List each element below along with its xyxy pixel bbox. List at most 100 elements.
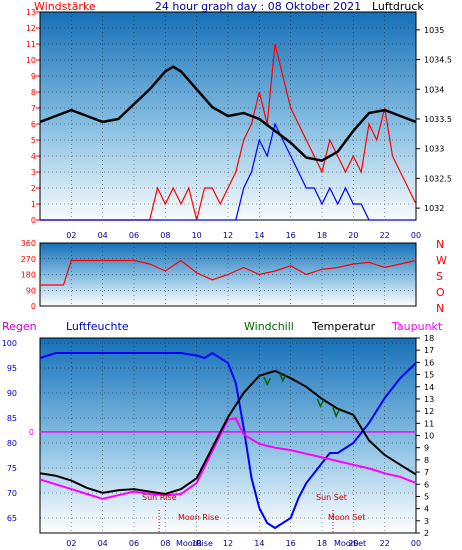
temperature-y-tick-label: 18 (424, 334, 434, 343)
bottom-x-tick-label: 10 (192, 539, 202, 548)
humidity-y-tick-label: 65 (7, 514, 17, 523)
pressure-axis-title: Luftdruck (372, 0, 424, 13)
direction-y-tick-label: 90 (26, 286, 36, 295)
direction-y-tick-label: 0 (31, 302, 36, 311)
wind-y-tick-label: 8 (31, 88, 36, 97)
moon-rise-label: Moon Rise (178, 513, 219, 522)
wind-y-tick-label: 9 (31, 72, 36, 81)
temperature-y-tick-label: 6 (424, 480, 429, 489)
top-x-tick-label: 18 (317, 231, 327, 240)
wind-axis-title: Windstärke (34, 0, 96, 13)
compass-n-bottom: N (436, 302, 444, 315)
temperature-label: Temperatur (311, 320, 376, 333)
top-series (39, 43, 417, 221)
wind-y-tick-label: 1 (31, 200, 36, 209)
bottom-x-tick-label: 22 (380, 539, 390, 548)
pressure-y-tick-label: 1033.5 (424, 115, 452, 124)
wind-y-tick-label: 11 (26, 40, 36, 49)
wind-direction-series (40, 259, 417, 286)
humidity-y-tick-label: 70 (7, 489, 17, 498)
top-panel (40, 12, 416, 226)
wind-y-tick-label: 4 (31, 152, 36, 161)
top-x-tick-label: 22 (380, 231, 390, 240)
temperature-y-tick-label: 12 (424, 407, 434, 416)
humidity-y-tick-label: 75 (7, 464, 17, 473)
compass-w: W (436, 254, 447, 267)
temperature-y-tick-label: 16 (424, 358, 434, 367)
wind-y-tick-label: 3 (31, 168, 36, 177)
windchill-series (279, 373, 287, 383)
top-x-tick-label: 06 (129, 231, 139, 240)
temperature-y-tick-label: 7 (424, 468, 429, 477)
compass-n-top: N (436, 238, 444, 251)
top-axes: 01234567891011121310321032.510331033.510… (26, 8, 452, 240)
temperature-y-tick-label: 9 (424, 444, 429, 453)
direction-y-tick-label: 270 (21, 255, 36, 264)
dewpoint-label: Taupunkt (391, 320, 443, 333)
humidity-y-tick-label: 90 (7, 389, 17, 398)
top-x-tick-label: 20 (348, 231, 358, 240)
wind-y-tick-label: 5 (31, 136, 36, 145)
temperature-y-tick-label: 2 (424, 529, 429, 538)
humidity-label: Luftfeuchte (66, 320, 129, 333)
humidity-y-tick-label: 80 (7, 439, 17, 448)
temperature-y-tick-label: 4 (424, 505, 429, 514)
top-x-tick-label: 08 (160, 231, 170, 240)
sun-set-label: Sun Set (316, 493, 347, 502)
windchill-label: Windchill (244, 320, 294, 333)
top-x-tick-label: 04 (98, 231, 108, 240)
top-x-tick-label: 14 (254, 231, 264, 240)
pressure-y-tick-label: 1032.5 (424, 174, 452, 183)
moon-set-label: Moon Set (328, 513, 365, 522)
moon-set-axis-label-2: Set (353, 539, 366, 548)
temperature-y-tick-label: 14 (424, 383, 434, 392)
direction-series (40, 259, 417, 286)
moon-rise-axis-label-2: Rise (196, 539, 213, 548)
pressure-series (39, 65, 417, 162)
humidity-y-tick-label: 85 (7, 414, 17, 423)
wind-y-tick-label: 7 (31, 104, 36, 113)
bottom-x-tick-label: 00 (411, 539, 421, 548)
compass-s: S (436, 270, 443, 283)
bottom-x-tick-label: 06 (129, 539, 139, 548)
direction-y-tick-label: 360 (21, 239, 36, 248)
chart-title: 24 hour graph day : 08 Oktober 2021 (155, 0, 361, 13)
sun-rise-label: Sun Rise (142, 493, 177, 502)
dewpoint-series (39, 417, 417, 500)
bottom-axes: 6570758085909510023456789101112131415161… (2, 334, 434, 548)
temperature-series (39, 369, 417, 496)
humidity-series (39, 351, 417, 530)
wind-y-tick-label: 6 (31, 120, 36, 129)
rise-set-markers (158, 510, 334, 533)
rain-level-label: 0 (29, 428, 34, 437)
humidity-y-tick-label: 95 (7, 364, 17, 373)
temperature-y-tick-label: 13 (424, 395, 434, 404)
windchill-series (332, 407, 340, 418)
humidity-y-tick-label: 100 (2, 339, 17, 348)
temperature-y-tick-label: 10 (424, 432, 434, 441)
pressure-y-tick-label: 1034 (424, 85, 444, 94)
temperature-y-tick-label: 5 (424, 492, 429, 501)
wind-y-tick-label: 10 (26, 56, 36, 65)
bottom-x-tick-label: 02 (66, 539, 76, 548)
bottom-series (39, 351, 417, 530)
temperature-y-tick-label: 3 (424, 517, 429, 526)
bottom-frame (39, 337, 417, 534)
bottom-x-tick-label: 20 (348, 539, 358, 548)
bottom-x-tick-label: 18 (317, 539, 327, 548)
wind-y-tick-label: 2 (31, 184, 36, 193)
wind-y-tick-label: 12 (26, 24, 36, 33)
windchill-series (263, 376, 271, 387)
pressure-y-tick-label: 1032 (424, 204, 444, 213)
top-x-tick-label: 12 (223, 231, 233, 240)
pressure-y-tick-label: 1034.5 (424, 56, 452, 65)
windchill-series (316, 398, 325, 409)
wind-speed-series (40, 43, 417, 221)
moon-rise-axis-label: Moon (176, 539, 198, 548)
top-x-tick-label: 16 (286, 231, 296, 240)
direction-frame (39, 242, 417, 307)
bottom-x-tick-label: 14 (254, 539, 264, 548)
moon-set-axis-label: Moon (334, 539, 356, 548)
wind-y-tick-label: 0 (31, 216, 36, 225)
